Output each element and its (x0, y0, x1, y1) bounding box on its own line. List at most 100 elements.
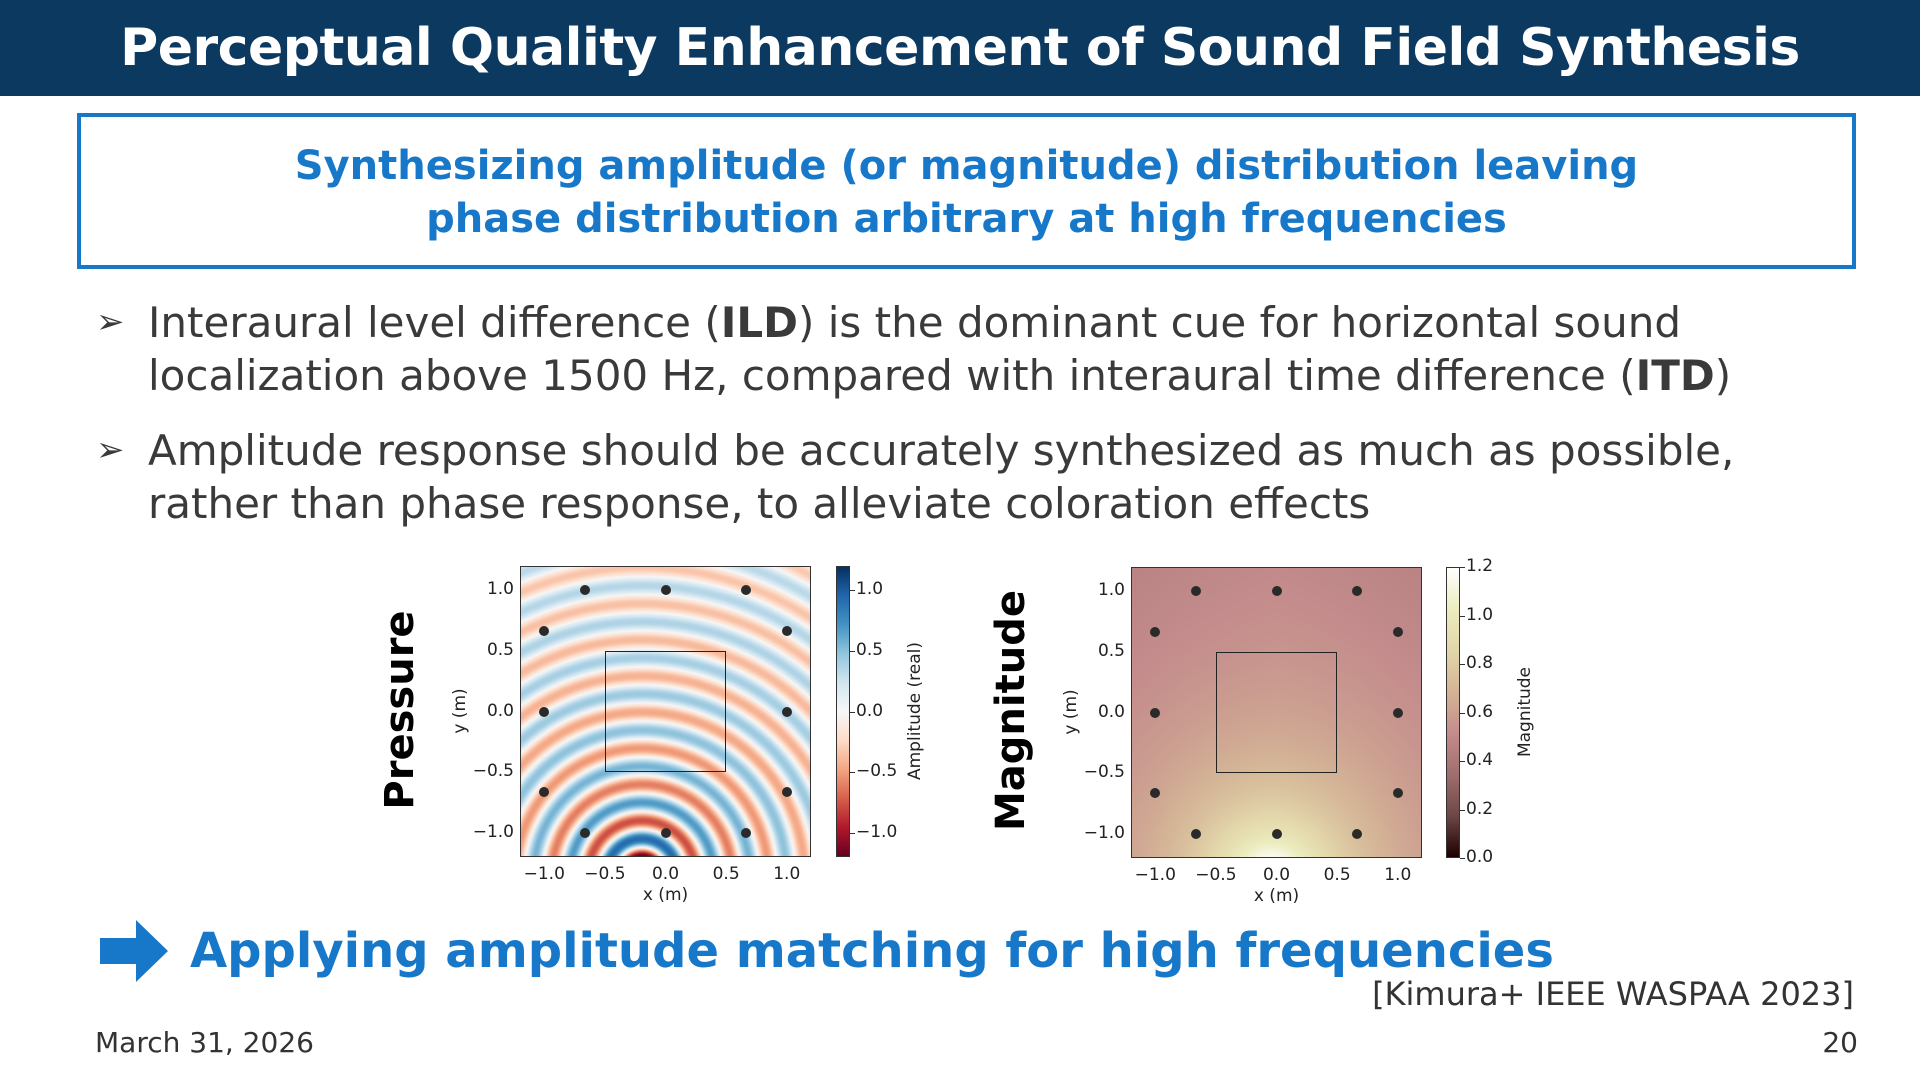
colorbar-tick (1460, 858, 1465, 859)
bullet-ild: ➢ Interaural level difference (ILD) is th… (96, 296, 1836, 402)
pressure-heatmap (520, 566, 811, 857)
y-tick-label: −1.0 (472, 821, 514, 842)
x-tick-label: 0.0 (1262, 865, 1291, 885)
colorbar (836, 566, 850, 857)
loudspeaker-dot (539, 625, 550, 636)
text-segment: ) is the dominant cue for horizontal sou… (148, 298, 1681, 400)
colorbar-tick-label: 1.2 (1466, 556, 1494, 576)
colorbar-tick-label: 0.4 (1466, 750, 1494, 770)
x-tick-label: 0.5 (1323, 865, 1351, 885)
y-tick-label: 0.0 (486, 700, 514, 721)
colorbar-label: Magnitude (1515, 666, 1535, 757)
colorbar-tick (1460, 761, 1465, 762)
colorbar-tick (1460, 615, 1465, 617)
x-tick-label: 0.5 (712, 864, 740, 884)
colorbar-tick-label: 0.5 (856, 639, 884, 660)
key-message-line-1: Synthesizing amplitude (or magnitude) di… (294, 143, 1639, 189)
loudspeaker-dot (1352, 828, 1363, 839)
text-segment: Amplitude response should be accurately … (148, 426, 1735, 528)
conclusion-text: Applying amplitude matching for high fre… (190, 923, 1554, 979)
loudspeaker-dot (1271, 586, 1282, 597)
colorbar (1446, 567, 1460, 858)
slide-title: Perceptual Quality Enhancement of Sound … (0, 0, 1920, 96)
loudspeaker-dot (1190, 586, 1201, 597)
colorbar-tick (850, 832, 855, 834)
x-tick-label: −1.0 (1134, 865, 1176, 885)
loudspeaker-dot (1392, 626, 1403, 637)
loudspeaker-dot (660, 827, 671, 838)
bullet-text: Interaural level difference (ILD) is the… (148, 296, 1836, 402)
target-region-box (604, 650, 727, 773)
y-tick-label: −0.5 (1083, 762, 1125, 783)
text-segment: ) (1714, 351, 1732, 400)
colorbar-tick (850, 590, 855, 592)
x-tick-label: −0.5 (1195, 865, 1237, 885)
colorbar-tick-label: 0.6 (1466, 701, 1494, 722)
colorbar-tick (1460, 712, 1465, 714)
loudspeaker-dot (1150, 788, 1161, 799)
bullet-amplitude: ➢ Amplitude response should be accurately… (96, 424, 1836, 530)
key-message-box: Synthesizing amplitude (or magnitude) di… (77, 113, 1856, 269)
loudspeaker-dot (1150, 707, 1161, 718)
bold-term: ITD (1635, 351, 1715, 400)
y-tick-label: 1.0 (1097, 580, 1125, 601)
loudspeaker-dot (579, 827, 590, 838)
colorbar-tick (1460, 809, 1465, 811)
colorbar-tick (850, 650, 855, 652)
colorbar-tick-label: 0.0 (1466, 847, 1494, 867)
slide-date: March 31, 2026 (95, 1026, 314, 1059)
loudspeaker-dot (1352, 586, 1363, 597)
colorbar-tick-label: −1.0 (856, 821, 898, 842)
x-tick-label: −1.0 (523, 864, 565, 884)
key-message-line-2: phase distribution arbitrary at high fre… (426, 196, 1507, 242)
page-number: 20 (1822, 1026, 1858, 1059)
x-axis-label: x (m) (642, 885, 689, 905)
loudspeaker-dot (1150, 626, 1161, 637)
loudspeaker-dot (741, 585, 752, 596)
loudspeaker-dot (539, 787, 550, 798)
loudspeaker-dot (539, 706, 550, 717)
y-axis-label: y (m) (1061, 688, 1081, 735)
right-arrow-icon (100, 920, 168, 982)
y-tick-label: 0.0 (1097, 701, 1125, 722)
loudspeaker-dot (781, 625, 792, 636)
colorbar-tick (1460, 567, 1465, 568)
colorbar-tick-label: 1.0 (1466, 604, 1494, 625)
loudspeaker-dot (1190, 828, 1201, 839)
x-tick-label: 1.0 (773, 864, 801, 884)
loudspeaker-dot (781, 706, 792, 717)
pressure-row-label: Pressure (377, 609, 423, 810)
y-axis-label: y (m) (450, 687, 470, 734)
magnitude-row-label: Magnitude (988, 589, 1034, 831)
loudspeaker-dot (1392, 707, 1403, 718)
y-tick-label: −0.5 (472, 761, 514, 782)
conclusion: Applying amplitude matching for high fre… (100, 920, 1554, 982)
loudspeaker-dot (1271, 828, 1282, 839)
colorbar-tick (850, 711, 855, 713)
colorbar-tick-label: 1.0 (856, 579, 884, 600)
y-tick-label: −1.0 (1083, 822, 1125, 843)
loudspeaker-dot (579, 585, 590, 596)
colorbar-tick (850, 772, 855, 774)
magnitude-heatmap (1131, 567, 1422, 858)
x-axis-label: x (m) (1253, 886, 1300, 906)
colorbar-tick (1460, 664, 1465, 665)
bullet-marker-icon: ➢ (96, 430, 125, 470)
loudspeaker-dot (781, 787, 792, 798)
colorbar-tick-label: 0.2 (1466, 798, 1494, 819)
bold-term: ILD (720, 298, 799, 347)
x-tick-label: 1.0 (1384, 865, 1412, 885)
bullet-marker-icon: ➢ (96, 302, 125, 342)
x-tick-label: 0.0 (651, 864, 680, 884)
colorbar-label: Amplitude (real) (905, 641, 925, 780)
colorbar-tick-label: 0.8 (1466, 653, 1494, 673)
colorbar-tick-label: −0.5 (856, 761, 898, 782)
colorbar-tick-label: 0.0 (856, 700, 884, 721)
bullet-text: Amplitude response should be accurately … (148, 424, 1836, 530)
y-tick-label: 0.5 (486, 639, 514, 660)
y-tick-label: 1.0 (486, 579, 514, 600)
x-tick-label: −0.5 (584, 864, 626, 884)
reference-citation: [Kimura+ IEEE WASPAA 2023] (1372, 975, 1854, 1013)
loudspeaker-dot (1392, 788, 1403, 799)
text-segment: Interaural level difference ( (148, 298, 721, 347)
